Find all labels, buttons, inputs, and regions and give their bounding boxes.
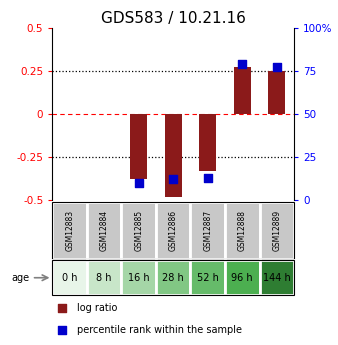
Text: GSM12883: GSM12883 bbox=[65, 210, 74, 251]
Text: GSM12884: GSM12884 bbox=[100, 210, 109, 251]
Bar bbox=[130, 114, 147, 179]
Text: GSM12888: GSM12888 bbox=[238, 210, 247, 251]
Point bbox=[205, 175, 211, 180]
Text: GSM12885: GSM12885 bbox=[134, 210, 143, 251]
Bar bbox=[225, 202, 260, 259]
Title: GDS583 / 10.21.16: GDS583 / 10.21.16 bbox=[101, 11, 246, 27]
Point bbox=[136, 180, 141, 186]
Point bbox=[171, 177, 176, 182]
Bar bbox=[156, 260, 191, 295]
Bar bbox=[52, 260, 87, 295]
Point bbox=[59, 328, 65, 333]
Text: 0 h: 0 h bbox=[62, 273, 77, 283]
Bar bbox=[260, 202, 294, 259]
Bar bbox=[225, 260, 260, 295]
Text: percentile rank within the sample: percentile rank within the sample bbox=[76, 325, 242, 335]
Bar bbox=[191, 202, 225, 259]
Bar bbox=[165, 114, 182, 197]
Point bbox=[59, 305, 65, 310]
Bar bbox=[52, 202, 87, 259]
Text: GSM12886: GSM12886 bbox=[169, 210, 178, 251]
Bar bbox=[268, 71, 285, 114]
Text: 16 h: 16 h bbox=[128, 273, 149, 283]
Text: GSM12889: GSM12889 bbox=[272, 210, 281, 251]
Bar bbox=[234, 67, 251, 114]
Text: 52 h: 52 h bbox=[197, 273, 219, 283]
Text: age: age bbox=[12, 273, 30, 283]
Text: 144 h: 144 h bbox=[263, 273, 291, 283]
Text: GSM12887: GSM12887 bbox=[203, 210, 212, 251]
Bar bbox=[260, 260, 294, 295]
Point bbox=[240, 61, 245, 67]
Bar bbox=[87, 202, 121, 259]
Bar bbox=[87, 260, 121, 295]
Text: 96 h: 96 h bbox=[232, 273, 253, 283]
Text: log ratio: log ratio bbox=[76, 303, 117, 313]
Bar bbox=[121, 202, 156, 259]
Bar bbox=[199, 114, 216, 171]
Text: 8 h: 8 h bbox=[96, 273, 112, 283]
Bar bbox=[191, 260, 225, 295]
Point bbox=[274, 65, 280, 70]
Text: 28 h: 28 h bbox=[162, 273, 184, 283]
Bar bbox=[121, 260, 156, 295]
Bar bbox=[156, 202, 191, 259]
